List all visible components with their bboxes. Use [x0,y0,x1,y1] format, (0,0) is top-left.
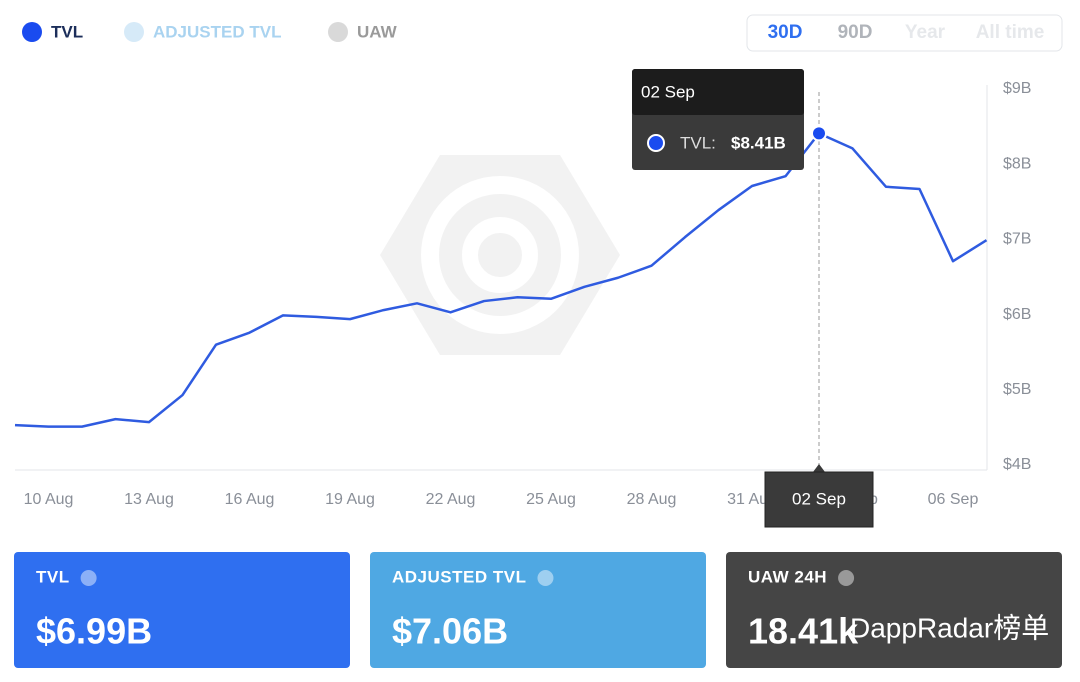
stat-card [726,552,1062,668]
y-tick-label: $8B [1003,155,1031,172]
y-tick-label: $4B [1003,456,1031,473]
watermark: DappRadar榜单 [850,612,1049,643]
tooltip: 02 Sep TVL: $8.41B [632,69,804,170]
legend-label: ADJUSTED TVL [153,22,281,41]
stat-card [370,552,706,668]
legend-swatch [124,22,144,42]
range-button[interactable]: Year [905,22,946,43]
range-button[interactable]: 30D [768,22,803,43]
tooltip-label: TVL: [680,133,716,152]
tooltip-title: 02 Sep [641,82,695,101]
x-tick-label: 25 Aug [526,491,576,508]
hover-caret [813,464,825,472]
hover-date: 02 Sep [792,489,846,508]
hover-date-box [764,471,874,528]
legend-swatch [328,22,348,42]
stat-card [14,552,350,668]
hover-point [811,125,827,142]
range-button[interactable]: All time [976,22,1045,43]
y-tick-label: $9B [1003,80,1031,97]
help-icon [838,570,855,586]
help-icon [537,570,554,586]
stat-value: $7.06B [392,611,508,652]
x-tick-label: 13 Aug [124,491,174,508]
x-tick-label: 16 Aug [225,491,275,508]
y-tick-label: $5B [1003,381,1031,398]
tooltip-swatch [647,134,665,152]
x-tick-label: 22 Aug [426,491,476,508]
tooltip-header [632,69,804,115]
x-tick-label: 31 Aug [727,491,777,508]
legend-label: UAW [357,22,398,41]
x-tick-label: 28 Aug [627,491,677,508]
stat-label: TVL [36,567,70,586]
stat-value: 18.41k [748,611,859,652]
tooltip-value: $8.41B [731,133,786,152]
x-tick-label: 10 Aug [24,491,74,508]
logo-watermark [380,155,620,355]
help-icon [80,570,97,586]
y-tick-label: $6B [1003,306,1031,323]
y-tick-label: $7B [1003,231,1031,248]
stat-value: $6.99B [36,611,152,652]
legend-swatch [22,22,42,42]
range-button[interactable]: 90D [838,22,873,43]
legend-label: TVL [51,22,83,41]
range-selector [746,14,1063,52]
stat-label: UAW 24H [748,567,827,586]
stat-label: ADJUSTED TVL [392,567,526,586]
x-tick-label: 06 Sep [928,491,979,508]
x-tick-label: 19 Aug [325,491,375,508]
